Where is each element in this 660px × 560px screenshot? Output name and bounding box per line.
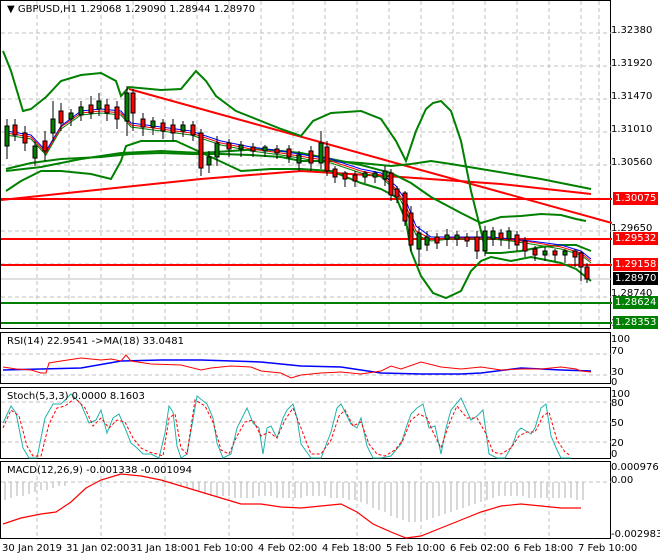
ohlc-values: 1.29068 1.29090 1.28944 1.28970	[80, 4, 256, 15]
price-tag-resistance-3: 1.29158	[613, 258, 658, 271]
stochastic-label: Stoch(5,3,3) 0.0000 8.1603	[7, 391, 145, 402]
time-tick: 6 Feb 02:00	[450, 543, 510, 554]
time-tick: 1 Feb 10:00	[194, 543, 254, 554]
price-tag-resistance-2: 1.29532	[613, 232, 658, 245]
rsi-pane[interactable]: RSI(14) 22.9541 ->MA(18) 33.0481	[0, 332, 612, 384]
time-tick: 4 Feb 18:00	[322, 543, 382, 554]
price-tag-current: 1.28970	[613, 272, 658, 285]
price-tick: 1.29650	[611, 223, 653, 234]
time-tick: 7 Feb 10:00	[578, 543, 638, 554]
price-tick: 1.31920	[611, 58, 653, 69]
rsi-tick: 70	[611, 346, 624, 357]
time-tick: 31 Jan 18:00	[130, 543, 194, 554]
time-tick: 5 Feb 10:00	[386, 543, 446, 554]
price-tick: 1.32380	[611, 25, 653, 36]
price-chart-canvas	[1, 1, 612, 330]
time-tick: 31 Jan 02:00	[66, 543, 130, 554]
symbol-label: GBPUSD,H1	[17, 4, 77, 15]
rsi-label: RSI(14) 22.9541 ->MA(18) 33.0481	[7, 336, 184, 347]
rsi-tick: 0	[611, 377, 618, 388]
price-tick: 1.30560	[611, 157, 653, 168]
collapse-triangle-icon[interactable]: ▼	[7, 4, 15, 15]
time-tick: 6 Feb 18:00	[514, 543, 574, 554]
price-chart-pane[interactable]: ▼ GBPUSD,H1 1.29068 1.29090 1.28944 1.28…	[0, 0, 612, 330]
time-tick: 30 Jan 2019	[2, 543, 62, 554]
price-tag-support-1: 1.28624	[613, 296, 658, 309]
macd-label: MACD(12,26,9) -0.001338 -0.001094	[7, 465, 192, 476]
stoch-tick: 100	[611, 389, 631, 400]
macd-tick: 0.000976	[611, 462, 659, 473]
price-tag-support-2: 1.28353	[613, 316, 658, 329]
macd-canvas	[1, 462, 612, 540]
rsi-tick: 100	[611, 334, 631, 345]
chart-title: ▼ GBPUSD,H1 1.29068 1.29090 1.28944 1.28…	[7, 4, 255, 15]
stochastic-pane[interactable]: Stoch(5,3,3) 0.0000 8.1603	[0, 387, 612, 459]
price-tag-resistance-1: 1.30075	[613, 192, 658, 205]
stoch-tick: 20	[611, 438, 624, 449]
macd-tick: 0.00	[611, 475, 634, 486]
stoch-tick: 50	[611, 418, 624, 429]
stoch-tick: 0	[611, 449, 618, 460]
stochastic-canvas	[1, 393, 612, 459]
rsi-tick: 30	[611, 367, 624, 378]
rsi-canvas	[1, 353, 612, 379]
time-tick: 4 Feb 02:00	[258, 543, 318, 554]
price-tick: 1.28740	[611, 288, 653, 299]
macd-tick: -0.002983	[611, 529, 660, 540]
price-tick: 1.31010	[611, 124, 653, 135]
price-tick: 1.31470	[611, 91, 653, 102]
stoch-tick: 80	[611, 398, 624, 409]
macd-pane[interactable]: MACD(12,26,9) -0.001338 -0.001094	[0, 461, 612, 540]
